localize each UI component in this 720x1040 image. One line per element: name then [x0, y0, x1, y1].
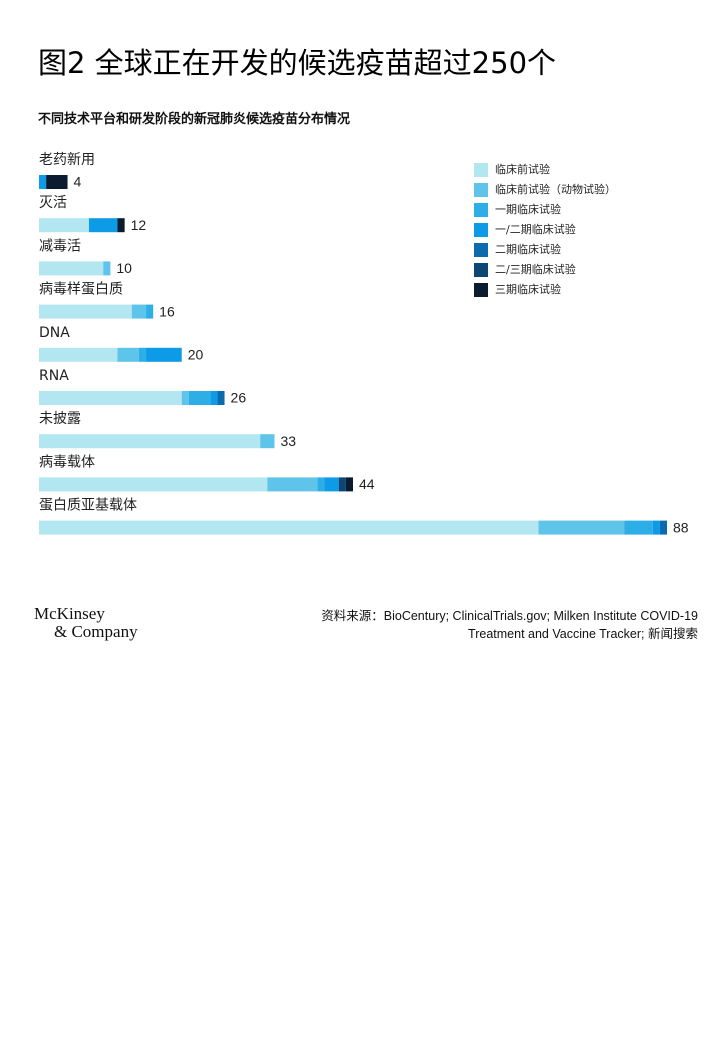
bar-segment — [39, 391, 182, 405]
bar-segment — [260, 434, 275, 449]
bar-segment — [39, 520, 539, 535]
bar-segment — [39, 477, 268, 492]
chart-subtitle: 不同技术平台和研发阶段的新冠肺炎候选疫苗分布情况 — [38, 112, 351, 127]
bar-segment — [181, 391, 189, 405]
total-label: 4 — [74, 174, 82, 190]
category-label: RNA — [39, 368, 69, 384]
bar-segment — [338, 477, 346, 492]
source-note: 资料来源：BioCentury; ClinicalTrials.gov; Mil… — [321, 609, 698, 641]
category-label: 病毒样蛋白质 — [39, 282, 123, 298]
legend-label: 临床前试验（动物试验） — [495, 182, 616, 196]
bar-segment — [88, 218, 118, 233]
total-label: 20 — [188, 347, 204, 363]
bar-segment — [39, 304, 132, 319]
category-label: 蛋白质亚基载体 — [39, 497, 137, 514]
legend-swatch — [474, 183, 488, 197]
legend-swatch — [474, 163, 488, 177]
bar-segment — [652, 520, 660, 535]
bar-segment — [46, 175, 68, 189]
bar-segment — [188, 391, 211, 405]
legend-swatch — [474, 283, 488, 297]
bar-segment — [39, 434, 261, 449]
bar-segment — [39, 347, 118, 362]
bar-segment — [117, 347, 139, 362]
bar-segment — [146, 347, 182, 362]
category-label: 灭活 — [39, 195, 67, 211]
bar-segment — [345, 477, 353, 492]
legend-label: 三期临床试验 — [495, 282, 561, 296]
bar-segment — [317, 477, 325, 492]
bar-segment — [39, 261, 104, 276]
total-label: 26 — [231, 390, 247, 406]
legend-swatch — [474, 243, 488, 257]
bar-segment — [217, 391, 225, 405]
bar-segment — [538, 520, 625, 535]
bar-segment — [624, 520, 653, 535]
legend-swatch — [474, 223, 488, 237]
legend-swatch — [474, 203, 488, 217]
category-label: 病毒载体 — [39, 454, 95, 470]
legend-label: 一期临床试验 — [495, 202, 561, 216]
legend-label: 二/三期临床试验 — [495, 262, 576, 276]
chart: 老药新用 4 灭活 12 减毒活 10 病毒样蛋白质 16 DNA 20 RNA 26 未披露 33 病毒载… — [39, 152, 689, 535]
legend-label: 临床前试验 — [495, 162, 550, 176]
category-label: DNA — [39, 325, 70, 341]
legend-label: 一/二期临床试验 — [495, 222, 576, 236]
legend-swatch — [474, 263, 488, 277]
bar-segment — [659, 520, 667, 535]
bar-segment — [131, 304, 147, 319]
category-label: 未披露 — [39, 411, 81, 427]
total-label: 88 — [673, 519, 689, 535]
total-label: 10 — [116, 260, 132, 276]
bar-segment — [39, 218, 89, 233]
legend-label: 二期临床试验 — [495, 242, 561, 256]
total-label: 44 — [359, 476, 375, 492]
total-label: 16 — [159, 303, 175, 319]
total-label: 12 — [131, 217, 147, 233]
bar-segment — [117, 218, 125, 233]
category-label: 减毒活 — [39, 238, 81, 254]
bar-segment — [138, 347, 147, 362]
logo-line: & Company — [54, 622, 138, 641]
bar-segment — [267, 477, 318, 492]
total-label: 33 — [281, 433, 297, 449]
bar-segment — [146, 304, 154, 319]
bar-segment — [324, 477, 339, 492]
logo: McKinsey & Company — [34, 605, 138, 641]
bar-segment — [210, 391, 218, 405]
chart-title: 图2 全球正在开发的候选疫苗超过250个 — [38, 46, 557, 80]
bar-segment — [103, 261, 111, 276]
logo-line: McKinsey — [34, 604, 105, 623]
category-label: 老药新用 — [39, 152, 95, 168]
bar-segment — [39, 175, 47, 189]
